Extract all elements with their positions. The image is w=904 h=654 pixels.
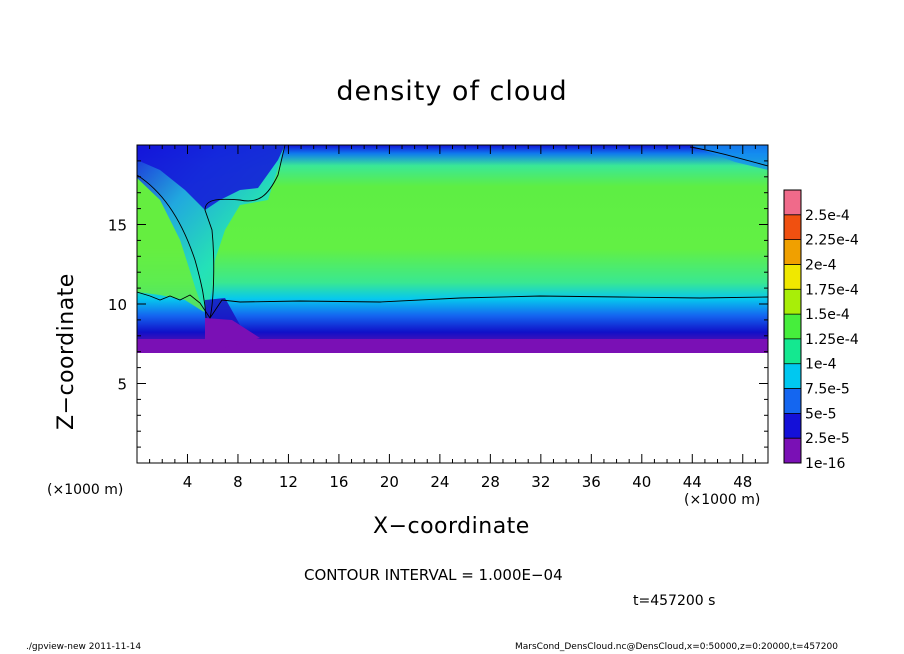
- x-tick-label: 16: [329, 473, 348, 491]
- colorbar-swatch: [784, 413, 801, 439]
- y-axis-label: Z−coordinate: [54, 273, 79, 430]
- colorbar-label: 1.5e-4: [805, 307, 850, 323]
- colorbar-label: 1e-4: [805, 357, 837, 373]
- x-tick-label: 32: [531, 473, 550, 491]
- colorbar-label: 2.5e-4: [805, 208, 850, 224]
- x-tick-label: 12: [279, 473, 298, 491]
- colorbar-label: 5e-5: [805, 406, 836, 422]
- colorbar-label: 1.75e-4: [805, 282, 859, 298]
- chart-title: density of cloud: [336, 76, 568, 107]
- contour-line-lower: [137, 291, 768, 319]
- x-tick-label: 36: [582, 473, 601, 491]
- x-tick-label: 20: [380, 473, 399, 491]
- contour-line-top-right: [689, 146, 768, 167]
- colorbar-swatch: [784, 314, 801, 339]
- contour-interval-label: CONTOUR INTERVAL = 1.000E−04: [304, 566, 563, 584]
- colorbar-label: 1e-16: [805, 456, 845, 472]
- colorbar-swatch: [784, 363, 801, 389]
- x-tick-label: 4: [183, 473, 193, 491]
- dry-column-core: [137, 145, 285, 210]
- contour-line-upper: [137, 145, 286, 319]
- colorbar-swatch: [784, 239, 801, 265]
- colorbar-swatch: [784, 264, 801, 290]
- colorbar-label: 1.25e-4: [805, 332, 859, 348]
- x-unit-right: (×1000 m): [684, 492, 761, 508]
- cloud-base: [137, 339, 768, 353]
- footer-left: ./gpview-new 2011-11-14: [26, 642, 142, 652]
- left-cloud-lobe: [137, 178, 204, 312]
- x-unit-left: (×1000 m): [47, 482, 124, 498]
- axis-ticks: [137, 145, 768, 463]
- colorbar-swatch: [784, 289, 801, 315]
- colorbar-label: 2e-4: [805, 257, 837, 273]
- colorbar-swatch: [784, 214, 801, 240]
- colorbar-label: 2.25e-4: [805, 233, 859, 249]
- x-tick-label: 24: [430, 473, 449, 491]
- cloud-base-bulge: [205, 318, 260, 353]
- colorbar-swatch: [784, 190, 801, 215]
- heatmap-field: [137, 145, 768, 353]
- footer-right: MarsCond_DensCloud.nc@DensCloud,x=0:5000…: [515, 642, 838, 652]
- colorbar: [783, 189, 802, 464]
- colorbar-labels: 1e-16 2.5e-5 5e-5 7.5e-5 1e-4 1.25e-4 1.5e-4 1.…: [805, 208, 859, 472]
- x-tick-label: 40: [632, 473, 651, 491]
- x-tick-label: 44: [683, 473, 702, 491]
- time-label: t=457200 s: [633, 593, 716, 609]
- colorbar-label: 2.5e-5: [805, 431, 850, 447]
- colorbar-swatch: [784, 388, 801, 414]
- x-tick-label: 48: [733, 473, 752, 491]
- y-tick-label: 5: [117, 376, 127, 394]
- y-tick-label: 10: [108, 296, 127, 314]
- y-tick-label: 15: [108, 217, 127, 235]
- x-tick-label: 8: [233, 473, 243, 491]
- x-tick-label: 28: [481, 473, 500, 491]
- colorbar-label: 7.5e-5: [805, 382, 850, 398]
- x-axis-label: X−coordinate: [373, 514, 530, 539]
- colorbar-swatch: [784, 438, 801, 463]
- colorbar-swatch: [784, 338, 801, 364]
